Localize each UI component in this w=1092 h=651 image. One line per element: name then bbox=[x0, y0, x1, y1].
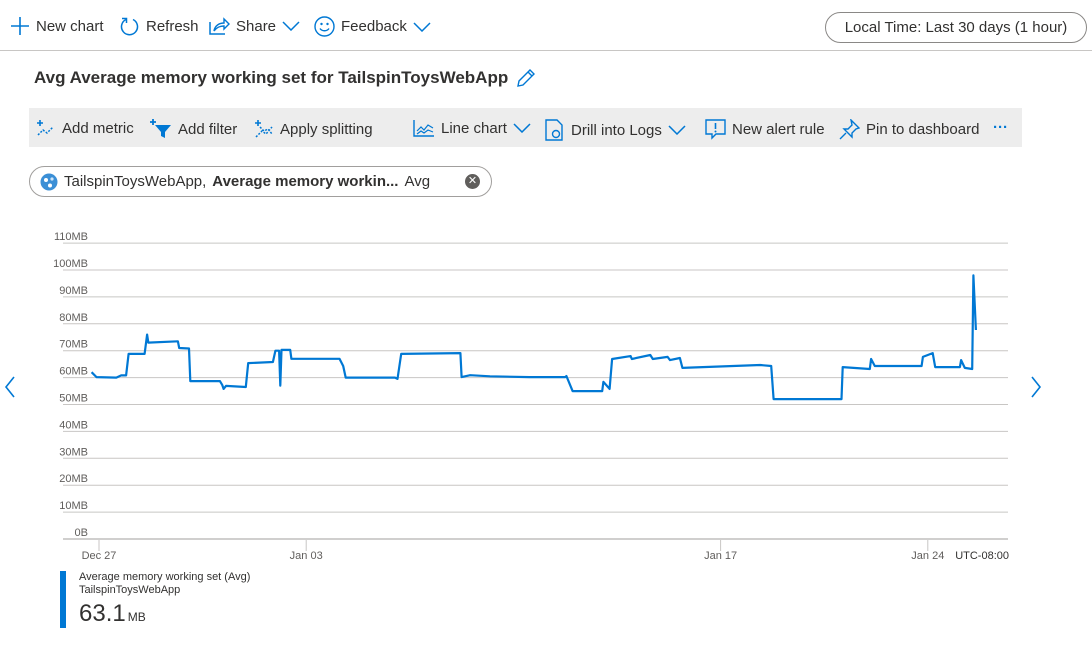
legend-value-number: 63.1 bbox=[79, 600, 126, 627]
new-alert-rule-button[interactable]: New alert rule bbox=[705, 119, 825, 140]
y-tick-label: 50MB bbox=[59, 393, 88, 405]
feedback-label: Feedback bbox=[341, 18, 407, 35]
y-tick-label: 40MB bbox=[59, 419, 88, 431]
close-icon[interactable]: ✕ bbox=[465, 174, 480, 189]
y-tick-label: 20MB bbox=[59, 473, 88, 485]
line-chart-icon bbox=[413, 120, 434, 137]
metric-chip[interactable]: TailspinToysWebApp, Average memory worki… bbox=[29, 166, 492, 197]
timezone-label: UTC-08:00 bbox=[955, 550, 1009, 562]
app-service-icon bbox=[40, 173, 58, 190]
add-metric-label: Add metric bbox=[62, 119, 134, 137]
command-bar: New chart Refresh Share Feedback Local T… bbox=[0, 0, 1092, 51]
series-line bbox=[90, 274, 977, 401]
add-metric-button[interactable]: Add metric bbox=[36, 119, 134, 137]
chart-toolbar: Add metric Add filter Apply splitting Li… bbox=[29, 108, 1022, 147]
add-filter-label: Add filter bbox=[178, 120, 238, 138]
more-options-button[interactable]: ··· bbox=[993, 119, 1008, 136]
chevron-down-icon bbox=[668, 125, 686, 135]
chevron-down-icon bbox=[413, 21, 431, 32]
feedback-button[interactable]: Feedback bbox=[314, 16, 431, 37]
pin-to-dashboard-button[interactable]: Pin to dashboard bbox=[839, 119, 979, 140]
time-range-label: Local Time: Last 30 days (1 hour) bbox=[844, 19, 1068, 36]
drill-into-logs-button[interactable]: Drill into Logs bbox=[545, 119, 686, 141]
smiley-icon bbox=[314, 16, 335, 37]
more-icon: ··· bbox=[993, 119, 1008, 136]
chart-title-text: Avg Average memory working set for Tails… bbox=[34, 68, 509, 87]
legend-value: 63.1 MB bbox=[79, 600, 250, 631]
share-label: Share bbox=[236, 17, 277, 35]
new-chart-label: New chart bbox=[36, 17, 104, 35]
add-filter-button[interactable]: Add filter bbox=[150, 119, 237, 139]
line-chart-label: Line chart bbox=[441, 119, 507, 137]
y-tick-label: 30MB bbox=[59, 446, 88, 458]
add-metric-icon bbox=[37, 120, 54, 136]
new-chart-button[interactable]: New chart bbox=[10, 16, 104, 36]
y-tick-label: 10MB bbox=[59, 500, 88, 512]
y-tick-label: 110MB bbox=[54, 231, 88, 243]
y-tick-label: 90MB bbox=[59, 285, 88, 297]
chevron-down-icon bbox=[282, 21, 300, 31]
y-tick-label: 100MB bbox=[53, 258, 88, 270]
pencil-icon[interactable] bbox=[516, 68, 536, 88]
new-alert-rule-label: New alert rule bbox=[732, 121, 825, 138]
legend-metric: Average memory working set (Avg) bbox=[79, 571, 251, 583]
drill-into-logs-label: Drill into Logs bbox=[571, 121, 662, 139]
pin-icon bbox=[839, 119, 860, 140]
time-range-picker[interactable]: Local Time: Last 30 days (1 hour) bbox=[825, 12, 1087, 43]
chevron-down-icon bbox=[513, 123, 531, 133]
x-tick-label: Jan 03 bbox=[290, 550, 323, 562]
x-tick-label: Dec 27 bbox=[82, 550, 117, 562]
chip-aggregation: Avg bbox=[404, 173, 431, 190]
y-tick-label: 70MB bbox=[59, 339, 88, 351]
y-tick-label: 80MB bbox=[59, 312, 88, 324]
share-button[interactable]: Share bbox=[209, 16, 300, 36]
y-tick-label: 0B bbox=[75, 527, 88, 539]
filter-icon bbox=[150, 119, 171, 138]
x-tick-label: Jan 24 bbox=[911, 550, 944, 562]
splitting-icon bbox=[255, 120, 273, 138]
apply-splitting-button[interactable]: Apply splitting bbox=[254, 119, 373, 139]
refresh-icon bbox=[120, 17, 139, 36]
alert-icon bbox=[705, 119, 726, 140]
line-chart: 0B 10MB 20MB 30MB 40MB 50MB 60MB 70MB 80MB 90MB 10… bbox=[53, 231, 1009, 562]
share-icon bbox=[209, 17, 230, 35]
x-tick-label: Jan 17 bbox=[704, 550, 737, 562]
plus-icon bbox=[11, 17, 29, 35]
logs-icon bbox=[545, 119, 563, 141]
chevron-left-icon[interactable] bbox=[4, 375, 16, 399]
refresh-button[interactable]: Refresh bbox=[119, 16, 199, 37]
chart-type-dropdown[interactable]: Line chart bbox=[413, 119, 531, 137]
chip-metric: Average memory workin... bbox=[212, 173, 399, 190]
apply-splitting-label: Apply splitting bbox=[280, 120, 373, 138]
chip-resource: TailspinToysWebApp, bbox=[64, 173, 207, 190]
refresh-label: Refresh bbox=[146, 18, 199, 35]
y-tick-label: 60MB bbox=[59, 366, 88, 378]
legend-item[interactable]: Average memory working set (Avg) Tailspi… bbox=[60, 571, 250, 628]
chart-title: Avg Average memory working set for Tails… bbox=[34, 68, 536, 88]
chevron-right-icon[interactable] bbox=[1030, 375, 1042, 399]
legend-value-unit: MB bbox=[127, 610, 146, 624]
pin-to-dashboard-label: Pin to dashboard bbox=[866, 121, 980, 138]
legend-resource: TailspinToysWebApp bbox=[79, 584, 181, 596]
